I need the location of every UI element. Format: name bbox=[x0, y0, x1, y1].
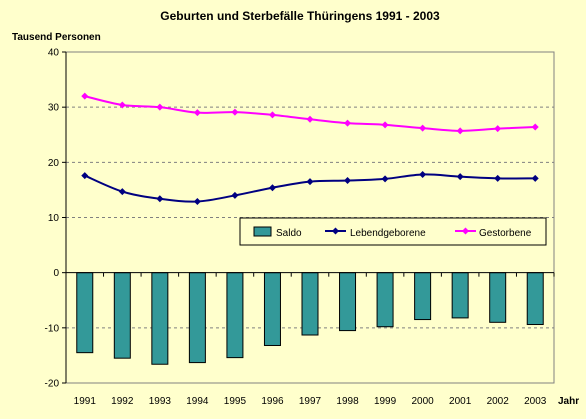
legend-label-lebendgeborene: Lebendgeborene bbox=[350, 228, 426, 239]
x-tick-label: 1991 bbox=[74, 396, 97, 407]
x-tick-label: 1999 bbox=[374, 396, 397, 407]
point-gestorbene bbox=[193, 109, 201, 117]
legend-marker-gestorbene bbox=[462, 227, 469, 235]
y-tick-label: 40 bbox=[48, 48, 60, 59]
bar-saldo bbox=[376, 272, 394, 328]
y-tick-label: 10 bbox=[48, 213, 60, 224]
bar-saldo bbox=[526, 272, 544, 326]
x-tick-label: 1992 bbox=[111, 396, 134, 407]
point-gestorbene bbox=[268, 111, 276, 119]
x-tick-label: 1994 bbox=[186, 396, 209, 407]
chart-title: Geburten und Sterbefälle Thüringens 1991… bbox=[160, 9, 440, 23]
x-axis-label: Jahr bbox=[558, 396, 579, 407]
line-series bbox=[81, 92, 539, 206]
x-tick-label: 2001 bbox=[449, 396, 472, 407]
legend-label-gestorbene: Gestorbene bbox=[479, 228, 532, 239]
point-lebendgeborene bbox=[456, 173, 464, 181]
x-tick-label: 2000 bbox=[411, 396, 434, 407]
x-tick-label: 2003 bbox=[524, 396, 547, 407]
x-tick-label: 1993 bbox=[149, 396, 172, 407]
bar-saldo bbox=[414, 272, 432, 321]
point-lebendgeborene bbox=[156, 195, 164, 203]
bar-saldo bbox=[489, 272, 507, 323]
point-lebendgeborene bbox=[118, 188, 126, 196]
point-gestorbene bbox=[81, 92, 89, 100]
point-gestorbene bbox=[494, 125, 502, 133]
y-tick-label: 20 bbox=[48, 158, 60, 169]
bar-saldo bbox=[151, 272, 169, 365]
axes: -20 -10 0 10 20 30 40 1991 1992 1993 1994 1995 1996 1… bbox=[45, 48, 555, 407]
point-lebendgeborene bbox=[494, 174, 502, 182]
bar-saldo bbox=[76, 272, 94, 354]
point-lebendgeborene bbox=[81, 172, 89, 180]
bar-saldo bbox=[451, 272, 469, 319]
point-lebendgeborene bbox=[231, 191, 239, 199]
bar-saldo bbox=[226, 272, 244, 359]
y-tick-label: -20 bbox=[45, 379, 60, 390]
point-lebendgeborene bbox=[193, 198, 201, 206]
point-gestorbene bbox=[381, 121, 389, 129]
legend-marker-lebendgeborene bbox=[332, 227, 339, 235]
y-tick-label: -10 bbox=[45, 323, 60, 334]
point-gestorbene bbox=[118, 101, 126, 109]
bar-saldo bbox=[263, 272, 281, 346]
x-tick-label: 1998 bbox=[336, 396, 359, 407]
point-lebendgeborene bbox=[419, 170, 427, 178]
point-gestorbene bbox=[456, 127, 464, 135]
legend-box bbox=[239, 217, 547, 246]
point-lebendgeborene bbox=[531, 174, 539, 182]
y-axis-label: Tausend Personen bbox=[12, 32, 101, 43]
point-gestorbene bbox=[156, 103, 164, 111]
bar-saldo bbox=[113, 272, 131, 359]
point-gestorbene bbox=[306, 115, 314, 123]
x-tick-label: 1995 bbox=[224, 396, 247, 407]
y-tick-label: 0 bbox=[53, 268, 59, 279]
point-gestorbene bbox=[419, 124, 427, 132]
bar-saldo bbox=[339, 272, 357, 332]
legend-label-saldo: Saldo bbox=[276, 228, 302, 239]
point-lebendgeborene bbox=[381, 175, 389, 183]
y-tick-label: 30 bbox=[48, 103, 60, 114]
point-gestorbene bbox=[344, 119, 352, 127]
bar-saldo bbox=[301, 272, 319, 336]
point-lebendgeborene bbox=[306, 178, 314, 186]
point-lebendgeborene bbox=[344, 177, 352, 185]
point-lebendgeborene bbox=[268, 184, 276, 192]
point-gestorbene bbox=[531, 123, 539, 131]
x-tick-label: 2002 bbox=[487, 396, 510, 407]
bar-series-saldo bbox=[76, 272, 544, 365]
point-gestorbene bbox=[231, 108, 239, 116]
legend-swatch-saldo bbox=[253, 226, 272, 237]
x-tick-label: 1997 bbox=[299, 396, 322, 407]
bar-saldo bbox=[188, 272, 206, 364]
x-tick-label: 1996 bbox=[261, 396, 284, 407]
legend: Saldo Lebendgeborene Gestorbene bbox=[239, 217, 547, 246]
